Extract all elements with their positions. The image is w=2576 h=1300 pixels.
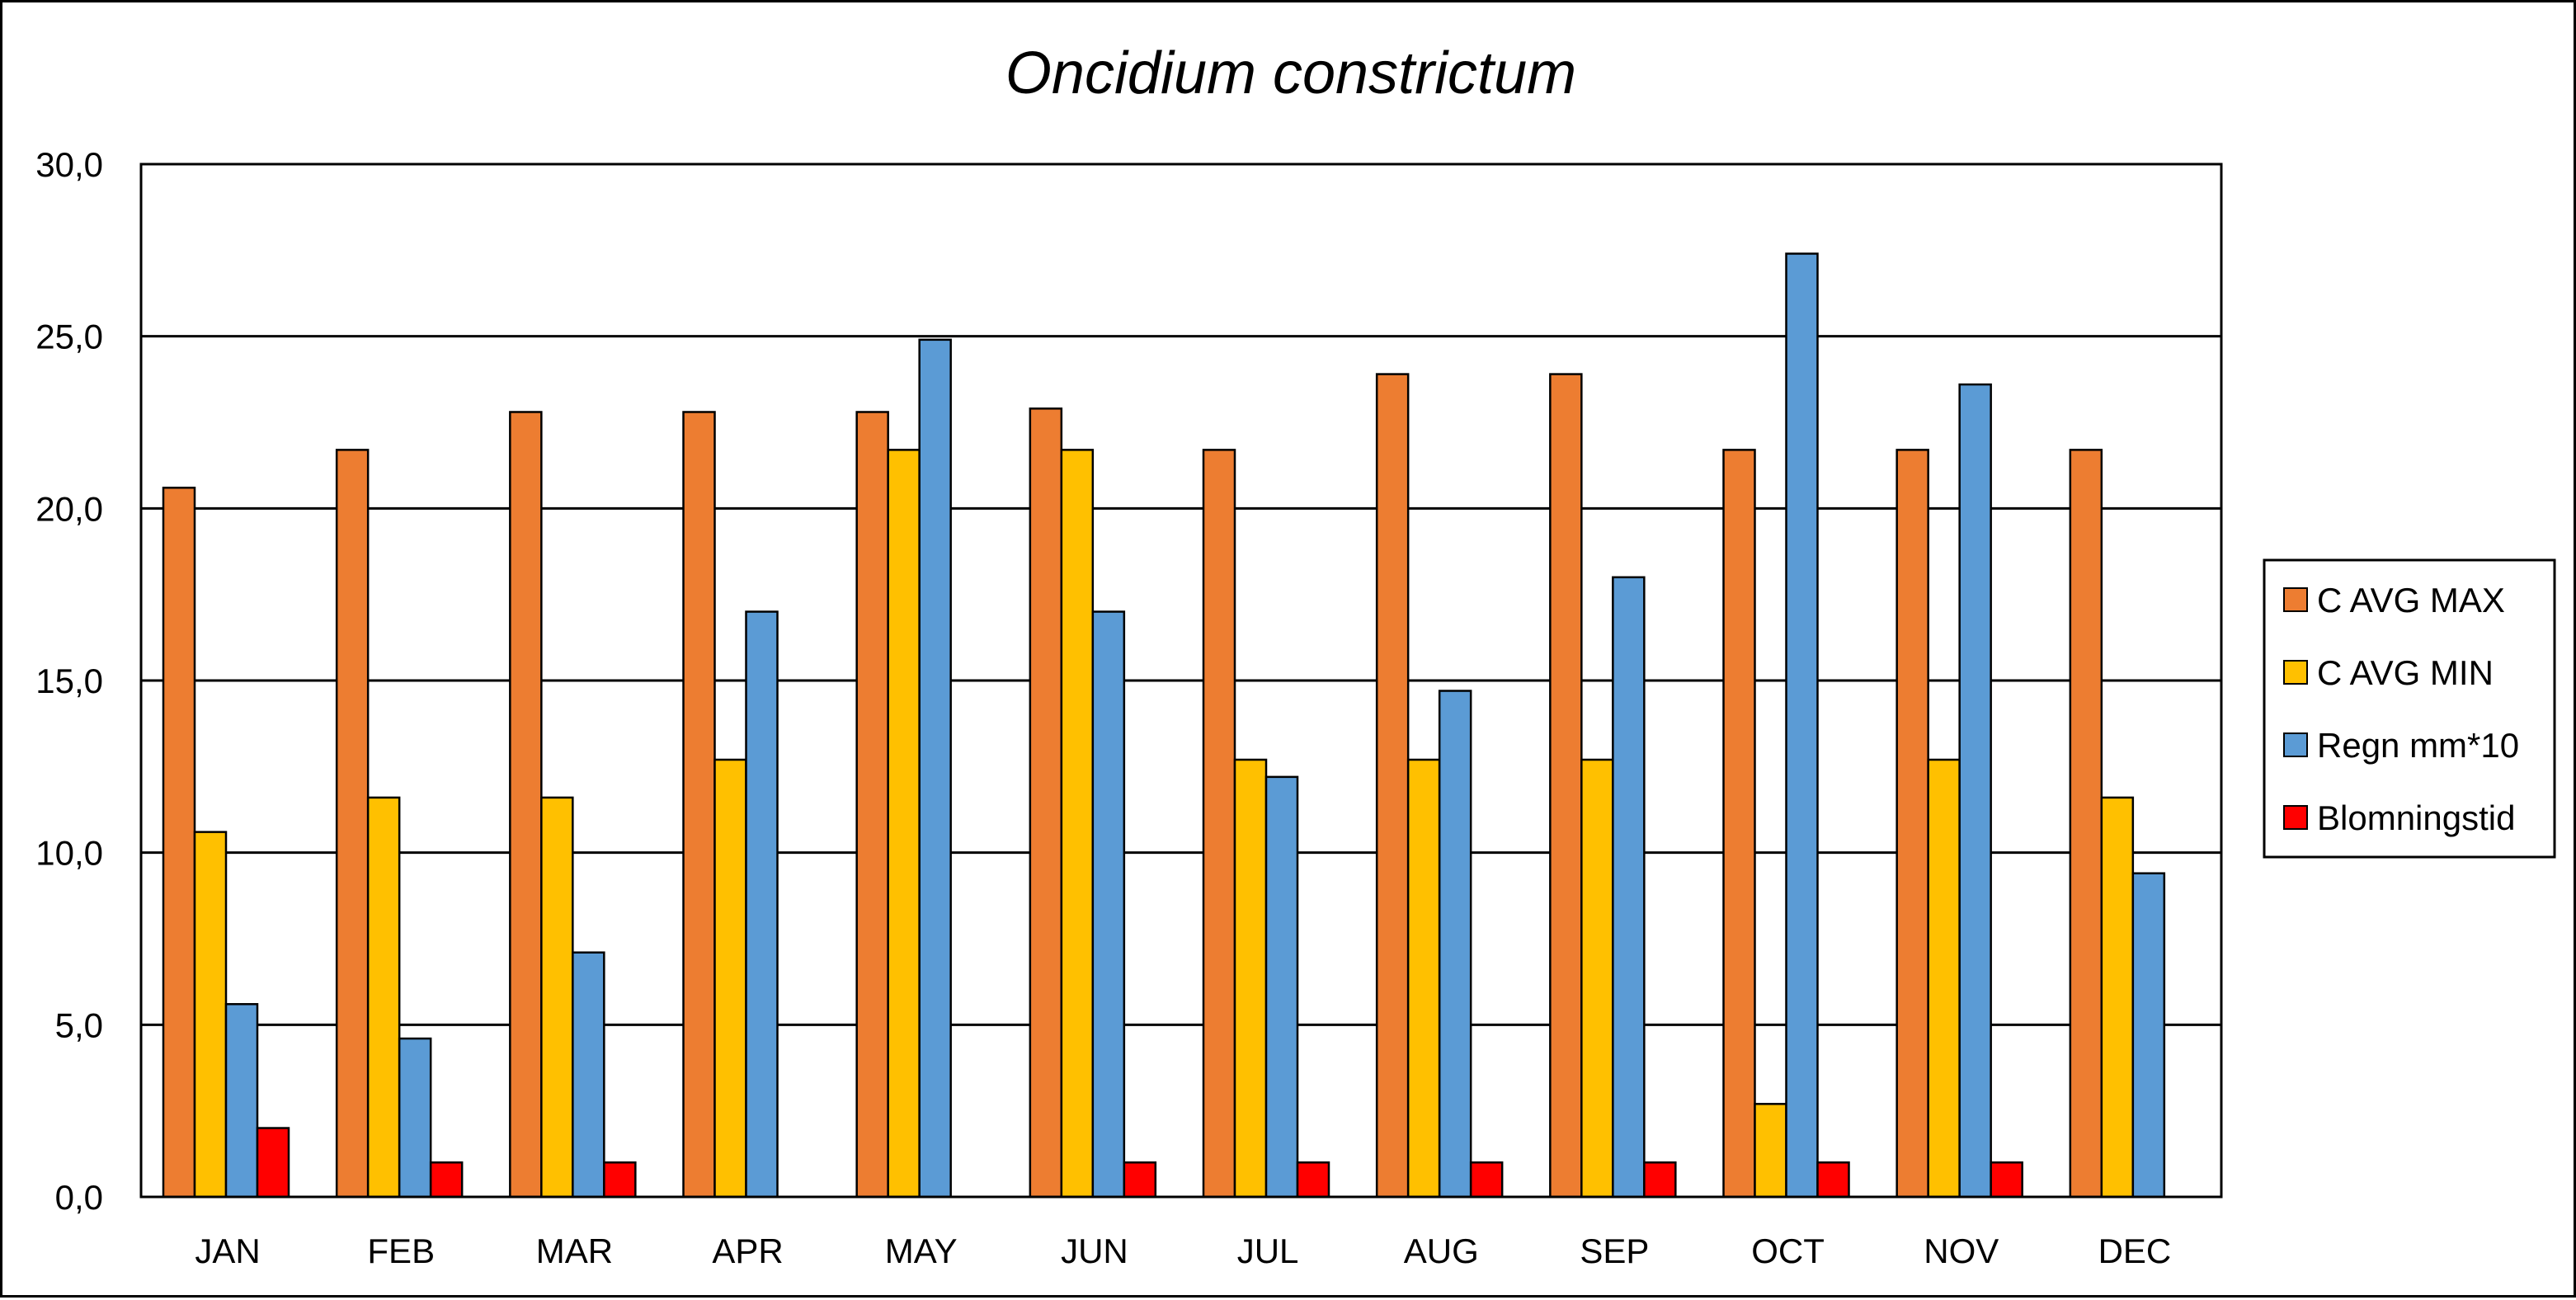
bar-c-avg-max-may [855, 411, 889, 1199]
legend-swatch [2283, 805, 2308, 830]
legend-label: C AVG MAX [2317, 581, 2505, 619]
bars [162, 252, 2166, 1199]
legend-swatch [2283, 732, 2308, 757]
plot-area-frame [139, 162, 2223, 1199]
bar-regn-mm-10-jul [1264, 775, 1299, 1199]
bar-blomningstid-mar [603, 1161, 637, 1199]
bar-regn-mm-10-jan [224, 1003, 259, 1199]
legend-label: C AVG MIN [2317, 653, 2494, 692]
x-tick-label: APR [712, 1232, 783, 1270]
bar-c-avg-min-sep [1580, 758, 1614, 1199]
y-tick-label: 15,0 [35, 662, 103, 700]
bar-c-avg-min-oct [1754, 1103, 1787, 1199]
bar-blomningstid-feb [429, 1161, 464, 1199]
bar-c-avg-max-oct [1722, 449, 1756, 1199]
bar-blomningstid-jun [1123, 1161, 1157, 1199]
legend-swatch [2283, 587, 2308, 612]
bar-c-avg-max-sep [1549, 373, 1583, 1199]
bar-c-avg-max-jun [1029, 407, 1063, 1199]
bar-regn-mm-10-feb [398, 1037, 432, 1199]
bar-regn-mm-10-mar [572, 951, 605, 1199]
bar-c-avg-max-jul [1202, 449, 1236, 1199]
bar-c-avg-max-dec [2069, 449, 2103, 1199]
bar-c-avg-max-feb [335, 449, 370, 1199]
x-tick-label: MAY [885, 1232, 958, 1270]
y-tick-label: 10,0 [35, 834, 103, 873]
bar-c-avg-min-aug [1406, 758, 1441, 1199]
x-tick-label: JUN [1061, 1232, 1128, 1270]
bar-regn-mm-10-apr [745, 610, 779, 1199]
bar-blomningstid-jul [1296, 1161, 1330, 1199]
x-tick-label: JAN [195, 1232, 260, 1270]
y-tick-label: 20,0 [35, 489, 103, 528]
bar-blomningstid-oct [1816, 1161, 1850, 1199]
legend: C AVG MAX C AVG MIN Regn mm*10 Blomningstid [2263, 558, 2556, 859]
bar-c-avg-min-dec [2100, 796, 2135, 1199]
x-tick-label: FEB [367, 1232, 435, 1270]
x-tick-label: SEP [1580, 1232, 1649, 1270]
bar-regn-mm-10-aug [1438, 690, 1472, 1199]
bar-c-avg-max-jan [162, 487, 196, 1199]
bar-regn-mm-10-jun [1091, 610, 1126, 1199]
bar-c-avg-max-nov [1896, 449, 1929, 1199]
bar-c-avg-min-jun [1060, 449, 1095, 1199]
bar-regn-mm-10-dec [2131, 872, 2166, 1199]
legend-label: Regn mm*10 [2317, 726, 2519, 765]
bar-regn-mm-10-sep [1612, 576, 1646, 1199]
bar-regn-mm-10-oct [1785, 252, 1819, 1199]
bar-c-avg-max-aug [1375, 373, 1410, 1199]
y-axis: 0,0 5,0 10,0 15,0 20,0 25,0 30,0 [35, 145, 103, 1217]
x-tick-label: MAR [536, 1232, 613, 1270]
bar-blomningstid-jan [256, 1127, 290, 1199]
x-tick-label: OCT [1751, 1232, 1825, 1270]
y-tick-label: 25,0 [35, 318, 103, 356]
x-tick-label: DEC [2098, 1232, 2172, 1270]
bar-regn-mm-10-nov [1958, 383, 1992, 1199]
x-tick-label: JUL [1237, 1232, 1299, 1270]
legend-label: Blomningstid [2317, 798, 2515, 837]
chart-title: Oncidium constrictum [1005, 40, 1576, 106]
bar-c-avg-min-mar [540, 796, 574, 1199]
y-tick-label: 0,0 [55, 1178, 103, 1217]
y-tick-label: 30,0 [35, 145, 103, 184]
x-tick-label: NOV [1924, 1232, 1999, 1270]
bar-c-avg-min-nov [1927, 758, 1961, 1199]
y-tick-label: 5,0 [55, 1006, 103, 1044]
bar-blomningstid-nov [1990, 1161, 2023, 1199]
bar-regn-mm-10-may [918, 338, 952, 1199]
x-axis: JAN FEB MAR APR MAY JUN JUL AUG SEP OCT NOV DEC [195, 1232, 2171, 1270]
bar-c-avg-min-jan [193, 831, 228, 1199]
x-tick-label: AUG [1404, 1232, 1479, 1270]
legend-swatch [2283, 660, 2308, 685]
bar-c-avg-min-jul [1233, 758, 1268, 1199]
bar-c-avg-min-may [887, 449, 921, 1199]
bar-c-avg-min-feb [366, 796, 401, 1199]
bar-c-avg-max-apr [682, 411, 716, 1199]
bar-c-avg-min-apr [713, 758, 747, 1199]
legend-box [2263, 558, 2556, 859]
bar-blomningstid-aug [1469, 1161, 1504, 1199]
bar-c-avg-max-mar [509, 411, 543, 1199]
bar-blomningstid-sep [1643, 1161, 1677, 1199]
